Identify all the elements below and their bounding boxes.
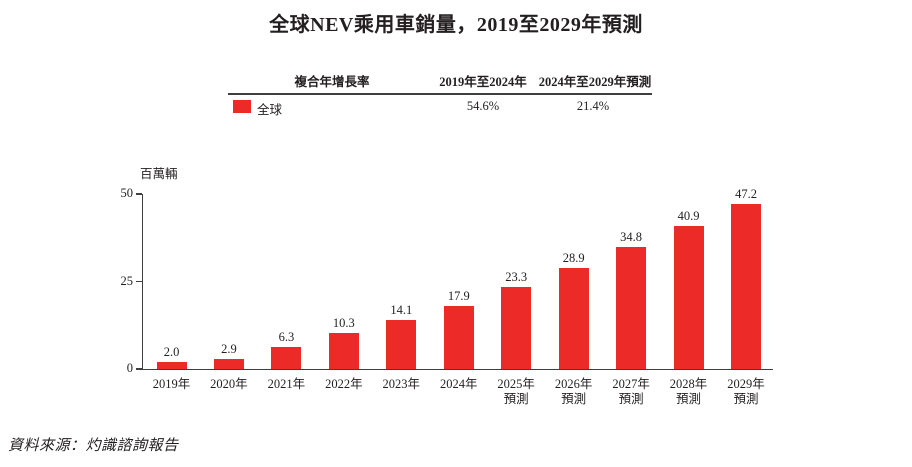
x-tick-label: 2028年 bbox=[669, 377, 708, 391]
x-tick-label: 2023年 bbox=[382, 377, 421, 391]
legend-label: 全球 bbox=[257, 103, 283, 117]
cagr-header-metric: 複合年增長率 bbox=[294, 75, 370, 89]
figure-title: 全球NEV乘用車銷量，2019至2029年預測 bbox=[269, 14, 643, 36]
y-axis-unit-label: 百萬輛 bbox=[140, 167, 178, 181]
bar bbox=[501, 287, 532, 369]
y-tick-label: 50 bbox=[120, 186, 134, 200]
cagr-table: 複合年增長率 2019年至2024年 2024年至2029年預測 全球 54.6… bbox=[228, 68, 652, 120]
bar-value-label: 28.9 bbox=[562, 250, 585, 265]
x-tick-label: 2029年 bbox=[727, 377, 765, 391]
bar bbox=[558, 267, 589, 369]
cagr-value-period2: 21.4% bbox=[576, 99, 610, 113]
x-tick-label: 預測 bbox=[733, 392, 759, 406]
bar bbox=[673, 225, 704, 369]
x-tick-label: 2020年 bbox=[210, 377, 248, 391]
table-header-rule bbox=[228, 93, 652, 95]
bar bbox=[731, 203, 761, 369]
y-axis-line bbox=[142, 194, 144, 370]
cagr-value-period1: 54.6% bbox=[466, 99, 500, 113]
y-tick-mark bbox=[136, 368, 142, 370]
bar bbox=[443, 306, 474, 369]
bar-value-label: 6.3 bbox=[278, 329, 295, 344]
bar-value-label: 47.2 bbox=[735, 186, 757, 201]
bar-value-label: 34.8 bbox=[620, 230, 643, 245]
bar bbox=[271, 346, 302, 369]
y-tick-label: 0 bbox=[126, 361, 133, 375]
bar-value-label: 40.9 bbox=[677, 208, 700, 223]
bar-value-label: 14.1 bbox=[390, 302, 413, 317]
bar bbox=[386, 319, 417, 369]
x-tick-label: 2026年 bbox=[554, 377, 593, 391]
x-tick-label: 預測 bbox=[561, 392, 587, 406]
cagr-header-period2: 2024年至2029年預測 bbox=[538, 75, 652, 89]
x-tick-label: 預測 bbox=[503, 392, 529, 406]
x-axis-line bbox=[139, 368, 773, 370]
x-tick-label: 2022年 bbox=[325, 377, 363, 391]
x-tick-label: 2025年 bbox=[497, 377, 535, 391]
bar-value-label: 10.3 bbox=[332, 315, 355, 330]
bar bbox=[616, 247, 647, 369]
bar-value-label: 23.3 bbox=[505, 270, 528, 285]
y-tick-label: 25 bbox=[120, 273, 134, 288]
bar-value-label: 2.9 bbox=[221, 341, 237, 356]
y-tick-mark bbox=[136, 193, 142, 195]
cagr-header-period1: 2019年至2024年 bbox=[439, 75, 527, 89]
x-tick-label: 預測 bbox=[676, 392, 702, 406]
bar-value-label: 17.9 bbox=[447, 289, 470, 304]
source-note: 資料來源：灼識諮詢報告 bbox=[8, 438, 179, 454]
y-tick-mark bbox=[136, 280, 142, 283]
legend-swatch-icon bbox=[233, 100, 251, 113]
x-tick-label: 2027年 bbox=[612, 377, 650, 391]
bar bbox=[328, 332, 359, 369]
bar bbox=[213, 358, 244, 369]
bar-value-label: 2.0 bbox=[163, 345, 180, 359]
bar bbox=[156, 362, 187, 369]
x-tick-label: 2021年 bbox=[267, 377, 306, 391]
x-tick-label: 2024年 bbox=[439, 377, 478, 391]
x-tick-label: 2019年 bbox=[152, 377, 191, 391]
x-tick-label: 預測 bbox=[618, 392, 644, 406]
